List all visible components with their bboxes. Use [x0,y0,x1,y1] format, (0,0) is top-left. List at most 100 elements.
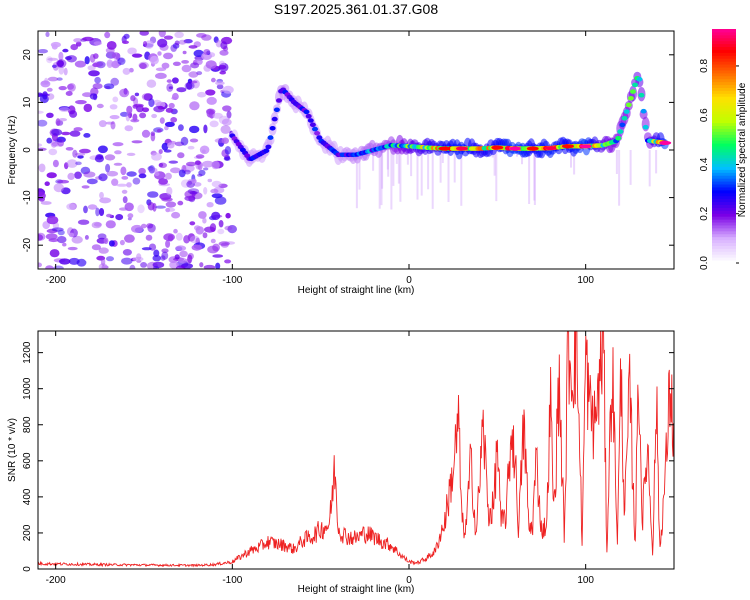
noise-blob [218,220,224,228]
colorbar-cell [712,248,736,252]
noise-blob [132,256,144,262]
ridge-peak [509,146,521,151]
noise-blob [195,226,204,235]
noise-blob [38,143,43,147]
noise-blob [40,201,52,205]
noise-blob [46,56,53,64]
colorbar-tick-label: 0.8 [699,59,710,73]
noise-blob [83,171,96,178]
noise-blob [183,39,193,44]
noise-blob [136,253,142,261]
noise-blob [182,50,187,55]
ridge-core [617,129,624,134]
noise-blob [158,162,167,169]
noise-blob [126,182,132,188]
noise-streak [416,150,419,200]
noise-blob [99,197,111,204]
noise-blob [119,88,130,98]
colorbar-cell [712,96,736,100]
ridge-peak [544,146,557,151]
noise-blob [177,200,184,206]
noise-blob [44,181,50,186]
noise-blob [105,163,111,173]
noise-blob [172,77,179,84]
colorbar-cell [712,233,736,238]
noise-blob [98,247,109,254]
noise-blob [124,202,134,212]
x-tick-label: -100 [222,575,242,586]
noise-blob [191,178,197,184]
noise-blob [112,96,119,103]
ridge-core [619,122,626,128]
noise-blob [147,223,156,233]
noise-streak [410,150,413,177]
noise-blob [221,137,229,144]
noise-blob [206,202,214,208]
noise-blob [188,80,198,84]
noise-blob [113,162,123,166]
noise-blob [163,52,174,60]
ridge-core [316,135,323,140]
noise-blob [99,191,104,199]
colorbar-cell [712,146,736,150]
noise-blob [57,179,70,184]
noise-blob [69,130,81,137]
noise-streak [355,150,358,209]
noise-blob [112,142,124,147]
colorbar-cell [712,87,736,91]
noise-blob [103,83,115,90]
noise-blob [189,101,200,111]
noise-blob [125,113,131,122]
noise-blob [46,215,59,225]
noise-streak [420,150,423,196]
noise-blob [122,40,129,44]
colorbar-tick-label: 0.4 [699,157,710,171]
noise-blob [193,182,202,187]
noise-blob [197,173,203,177]
noise-blob [147,202,155,211]
ridge-core [632,82,639,88]
noise-blob [196,71,203,76]
y-tick-label: 1000 [22,377,33,400]
noise-blob [178,257,187,264]
spectrogram-noise [38,31,658,269]
colorbar-cell [712,204,736,208]
ridge-core [269,126,276,131]
noise-streak [431,150,434,209]
noise-blob [79,148,91,154]
noise-blob [68,232,75,238]
ridge-core [640,108,647,114]
colorbar-cell [712,134,736,138]
noise-blob [199,145,210,155]
noise-blob [203,167,209,171]
noise-blob [86,178,98,185]
noise-blob [156,128,162,133]
noise-blob [158,31,166,38]
colorbar-cell [712,172,736,176]
noise-blob [40,80,51,88]
colorbar-tick-label: 0.2 [699,206,710,220]
noise-streak [648,150,651,187]
noise-blob [175,245,187,251]
noise-blob [108,240,115,247]
colorbar-cell [712,69,736,74]
noise-blob [175,232,183,241]
colorbar-cell [712,260,736,264]
noise-blob [93,41,103,46]
colorbar-cell [712,242,736,246]
noise-blob [188,45,198,49]
x-tick-label: 100 [577,275,594,286]
colorbar-cell [712,201,736,205]
noise-streak [618,150,621,206]
noise-blob [106,59,114,68]
noise-blob [49,249,60,258]
noise-blob [109,104,118,110]
noise-blob [139,62,147,70]
noise-blob [98,173,108,182]
noise-blob [226,110,232,119]
spectrogram-x-axis: -200 -100 0 100 [46,31,594,286]
y-tick-label: 20 [22,49,33,61]
noise-streak [358,150,361,190]
noise-blob [96,103,104,109]
